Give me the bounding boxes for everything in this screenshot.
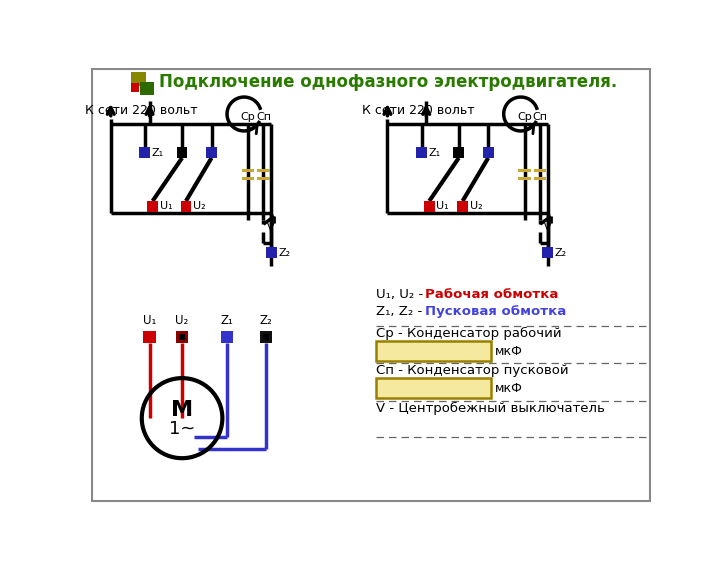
Bar: [257, 177, 270, 180]
Bar: [534, 169, 547, 172]
Bar: [260, 331, 272, 344]
Bar: [179, 334, 185, 340]
Text: U₁: U₁: [436, 201, 449, 211]
Text: Z₁: Z₁: [152, 147, 164, 158]
Text: Z₂: Z₂: [260, 314, 272, 327]
Text: Z₁: Z₁: [428, 147, 441, 158]
Text: мкФ: мкФ: [494, 381, 522, 394]
Text: мкФ: мкФ: [494, 345, 522, 358]
Text: U₁: U₁: [143, 314, 156, 327]
Bar: [457, 201, 468, 212]
Text: Z₁, Z₂ -: Z₁, Z₂ -: [376, 306, 426, 319]
Text: К сети 220 вольт: К сети 220 вольт: [86, 105, 198, 118]
Text: 1~: 1~: [169, 420, 195, 438]
Bar: [534, 177, 547, 180]
Bar: [262, 334, 269, 340]
Text: U₂: U₂: [193, 201, 206, 211]
Bar: [483, 147, 494, 158]
Bar: [221, 331, 233, 344]
Bar: [266, 247, 277, 258]
Bar: [518, 169, 531, 172]
Bar: [542, 247, 553, 258]
Bar: [424, 201, 435, 212]
Bar: [453, 147, 464, 158]
Bar: [376, 341, 491, 361]
Text: Cр: Cр: [241, 112, 255, 121]
Text: Z₂: Z₂: [555, 247, 567, 258]
Bar: [140, 82, 154, 95]
Bar: [416, 147, 427, 158]
Bar: [257, 169, 270, 172]
Text: Cр: Cр: [517, 112, 532, 121]
Text: Подключение однофазного электродвигателя.: Подключение однофазного электродвигателя…: [159, 73, 617, 92]
Text: U₂: U₂: [175, 314, 188, 327]
Text: Z₂: Z₂: [278, 247, 290, 258]
Text: U₁, U₂ -: U₁, U₂ -: [376, 289, 427, 302]
Text: M: M: [171, 401, 193, 420]
Text: U₁: U₁: [160, 201, 173, 211]
Text: Cп - Конденсатор пусковой: Cп - Конденсатор пусковой: [376, 364, 568, 377]
Bar: [177, 147, 188, 158]
Bar: [131, 83, 139, 92]
Bar: [147, 201, 158, 212]
Bar: [131, 72, 146, 85]
Text: U₂: U₂: [470, 201, 482, 211]
Text: V: V: [268, 223, 275, 233]
Bar: [181, 201, 191, 212]
Text: Cп: Cп: [533, 112, 547, 121]
Bar: [176, 331, 188, 344]
Text: К сети 220 вольт: К сети 220 вольт: [362, 105, 474, 118]
Bar: [376, 378, 491, 398]
Bar: [144, 331, 156, 344]
Text: Z₁: Z₁: [220, 314, 233, 327]
Text: V - Центробежный выключатель: V - Центробежный выключатель: [376, 402, 605, 415]
Bar: [518, 177, 531, 180]
Text: Пусковая обмотка: Пусковая обмотка: [425, 306, 566, 319]
Text: Рабочая обмотка: Рабочая обмотка: [425, 289, 558, 302]
Bar: [139, 147, 150, 158]
Text: Cр - Конденсатор рабочий: Cр - Конденсатор рабочий: [376, 327, 561, 340]
Bar: [241, 177, 254, 180]
Text: Cп: Cп: [256, 112, 271, 121]
Bar: [206, 147, 217, 158]
Text: V: V: [544, 223, 552, 233]
Bar: [241, 169, 254, 172]
